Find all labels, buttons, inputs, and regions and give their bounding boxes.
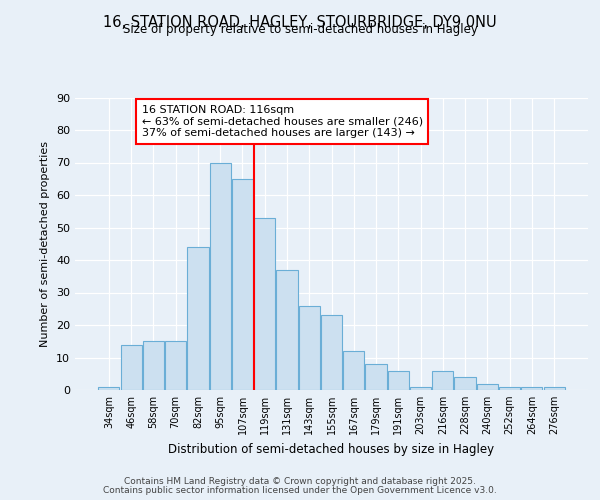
Y-axis label: Number of semi-detached properties: Number of semi-detached properties: [40, 141, 50, 347]
Bar: [521, 387, 542, 390]
Bar: [277, 270, 298, 390]
Text: 16, STATION ROAD, HAGLEY, STOURBRIDGE, DY9 0NU: 16, STATION ROAD, HAGLEY, STOURBRIDGE, D…: [103, 15, 497, 30]
Bar: [544, 387, 565, 390]
Text: 16 STATION ROAD: 116sqm
← 63% of semi-detached houses are smaller (246)
37% of s: 16 STATION ROAD: 116sqm ← 63% of semi-de…: [142, 105, 423, 138]
Bar: [477, 384, 498, 390]
Bar: [232, 179, 253, 390]
Bar: [365, 364, 386, 390]
Bar: [410, 387, 431, 390]
Bar: [343, 351, 364, 390]
Bar: [454, 377, 476, 390]
Text: Contains HM Land Registry data © Crown copyright and database right 2025.: Contains HM Land Registry data © Crown c…: [124, 478, 476, 486]
Bar: [98, 387, 119, 390]
Bar: [143, 341, 164, 390]
Bar: [165, 341, 186, 390]
Bar: [209, 162, 231, 390]
Bar: [254, 218, 275, 390]
Text: Size of property relative to semi-detached houses in Hagley: Size of property relative to semi-detach…: [122, 22, 478, 36]
Bar: [388, 370, 409, 390]
Bar: [299, 306, 320, 390]
Text: Contains public sector information licensed under the Open Government Licence v3: Contains public sector information licen…: [103, 486, 497, 495]
X-axis label: Distribution of semi-detached houses by size in Hagley: Distribution of semi-detached houses by …: [169, 442, 494, 456]
Bar: [432, 370, 454, 390]
Bar: [187, 247, 209, 390]
Bar: [321, 316, 342, 390]
Bar: [121, 344, 142, 390]
Bar: [499, 387, 520, 390]
